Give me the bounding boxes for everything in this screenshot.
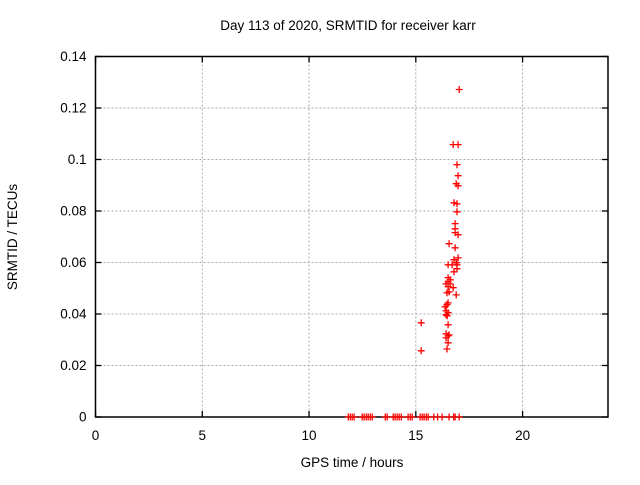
x-tick-label: 5 (199, 428, 207, 443)
plot-border (94, 55, 609, 418)
y-tick-label: 0.08 (60, 204, 86, 219)
y-tick-label: 0.04 (60, 307, 87, 322)
y-tick-label: 0.06 (60, 255, 86, 270)
y-tick-labels: 0 0.02 0.04 0.06 0.08 0.1 0.12 0.14 (60, 49, 87, 425)
x-tick-label: 15 (408, 428, 423, 443)
grid-lines (95, 56, 608, 417)
x-tick-labels: 0 5 10 15 20 (92, 428, 530, 443)
x-tick-label: 0 (92, 428, 100, 443)
data-points (344, 86, 463, 421)
y-tick-label: 0.02 (60, 358, 86, 373)
axis-ticks (94, 55, 608, 418)
x-tick-label: 20 (515, 428, 530, 443)
x-axis-label: GPS time / hours (301, 455, 404, 470)
x-tick-label: 10 (302, 428, 317, 443)
y-tick-label: 0.12 (60, 101, 86, 116)
y-axis-label: SRMTID / TECUs (5, 184, 20, 291)
chart-title: Day 113 of 2020, SRMTID for receiver kar… (220, 18, 476, 33)
y-tick-label: 0.14 (60, 49, 87, 64)
y-tick-label: 0 (79, 410, 87, 425)
series-srmtid-markers (344, 86, 463, 421)
y-tick-label: 0.1 (68, 152, 87, 167)
